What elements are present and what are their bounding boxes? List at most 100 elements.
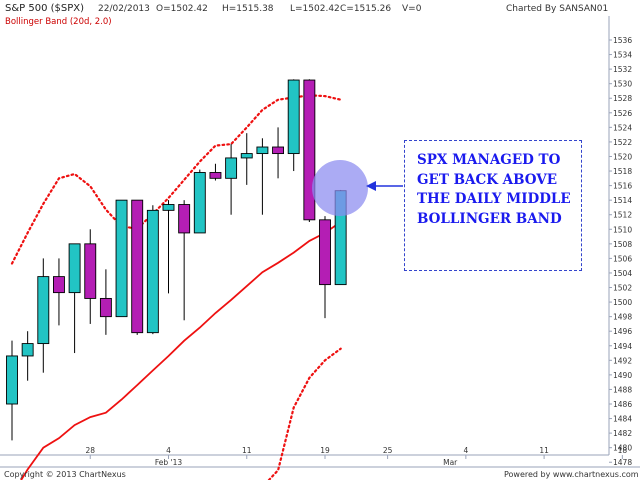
- bollinger-middle-line: [20, 221, 342, 480]
- copyright-label: Copyright © 2013 ChartNexus: [4, 470, 126, 479]
- bollinger-bands: [10, 94, 342, 480]
- y-tick-label: 1506: [613, 254, 632, 263]
- close-readout: C=1515.26: [340, 4, 391, 14]
- y-tick-label: 1534: [613, 51, 632, 60]
- candle: [37, 258, 50, 373]
- candle-body-up: [68, 243, 81, 294]
- candlesticks: [6, 79, 347, 441]
- y-tick-label: 1490: [613, 371, 632, 380]
- arrow-head-icon: [366, 181, 376, 191]
- candle: [84, 229, 97, 324]
- y-tick-label: 1536: [613, 36, 632, 45]
- candle: [256, 138, 269, 215]
- candle-body-up: [21, 343, 34, 357]
- y-tick-label: 1508: [613, 240, 632, 249]
- x-tick-label: 4: [166, 446, 171, 455]
- annotation-line-1: SPX MANAGED TO: [417, 152, 561, 168]
- candle-body-down: [131, 199, 144, 334]
- y-tick-label: 1518: [613, 167, 632, 176]
- powered-by-label: Powered by www.chartnexus.com: [504, 470, 639, 479]
- bollinger-lower-line: [267, 347, 342, 480]
- candle-body-down: [319, 219, 331, 286]
- y-tick-label: 1480: [613, 444, 632, 453]
- annotation-box: SPX MANAGED TO GET BACK ABOVE THE DAILY …: [404, 140, 582, 271]
- candle-body-up: [256, 146, 269, 155]
- candle: [21, 331, 34, 381]
- candle-body-up: [225, 157, 238, 179]
- candle-body-up: [287, 79, 300, 155]
- low-readout: L=1502.42: [290, 4, 340, 14]
- candle: [131, 199, 144, 335]
- y-tick-label: 1498: [613, 313, 632, 322]
- candle-body-up: [162, 204, 175, 211]
- bollinger-upper-line: [10, 94, 342, 265]
- y-tick-label: 1492: [613, 356, 632, 365]
- candle: [162, 200, 175, 294]
- candle-body-down: [272, 146, 284, 155]
- candle: [272, 127, 284, 179]
- candle-body-down: [178, 204, 191, 234]
- y-axis: 1478 1480 1482 1484 1486 1488 1490 1492 1494 1496…: [609, 36, 632, 467]
- highlight-circle: [312, 160, 368, 216]
- candle-body-down: [303, 79, 316, 221]
- indicator-label: Bollinger Band (20d, 2.0): [5, 17, 112, 27]
- date-readout: 22/02/2013: [98, 4, 150, 14]
- candle-body-up: [115, 199, 128, 318]
- y-tick-label: 1502: [613, 284, 632, 293]
- y-tick-label: 1488: [613, 385, 632, 394]
- high-readout: H=1515.38: [222, 4, 274, 14]
- candle: [53, 258, 65, 326]
- y-tick-label: 1512: [613, 211, 632, 220]
- y-tick-label: 1528: [613, 94, 632, 103]
- y-tick-label: 1522: [613, 138, 632, 147]
- x-tick-label: 19: [320, 446, 330, 455]
- candle-body-down: [209, 172, 222, 179]
- candle: [209, 163, 222, 181]
- x-month-label: Mar: [443, 458, 458, 467]
- x-tick-label: 4: [463, 446, 468, 455]
- candle: [99, 269, 112, 335]
- y-tick-label: 1520: [613, 152, 632, 161]
- candle-body-down: [84, 243, 97, 299]
- annotation-line-3: THE DAILY MIDDLE: [417, 191, 571, 207]
- candle: [319, 216, 331, 319]
- candle: [146, 205, 159, 335]
- x-tick-label: 11: [539, 446, 549, 455]
- x-month-label: Feb '13: [155, 458, 182, 467]
- x-tick-label: 28: [85, 446, 95, 455]
- y-tick-label: 1516: [613, 182, 632, 191]
- candle-body-down: [53, 276, 65, 294]
- y-tick-label: 1532: [613, 65, 632, 74]
- candle-body-up: [146, 209, 159, 334]
- y-tick-label: 1486: [613, 400, 632, 409]
- candle: [240, 133, 253, 185]
- y-tick-label: 1530: [613, 80, 632, 89]
- y-tick-label: 1494: [613, 342, 632, 351]
- charted-by-label: Charted By SANSAN01: [506, 4, 608, 14]
- x-tick-label: 11: [242, 446, 252, 455]
- candle: [178, 200, 191, 321]
- open-readout: O=1502.42: [156, 4, 208, 14]
- y-tick-label: 1484: [613, 415, 632, 424]
- y-tick-label: 1482: [613, 429, 632, 438]
- x-tick-label: 25: [383, 446, 393, 455]
- y-tick-label: 1510: [613, 225, 632, 234]
- y-tick-label: 1478: [613, 458, 632, 467]
- y-tick-label: 1526: [613, 109, 632, 118]
- candle-body-down: [99, 297, 112, 318]
- y-tick-label: 1496: [613, 327, 632, 336]
- candle-body-up: [193, 172, 206, 234]
- annotation-line-2: GET BACK ABOVE: [417, 171, 558, 188]
- candle: [225, 144, 238, 215]
- annotation-line-4: BOLLINGER BAND: [417, 210, 562, 227]
- x-axis: 28 4 11 19 25 4 11 18 Feb '13 Mar: [85, 446, 627, 467]
- y-tick-label: 1524: [613, 123, 632, 132]
- candle: [115, 199, 128, 318]
- candle-body-up: [240, 153, 253, 159]
- candle-body-up: [37, 276, 50, 345]
- candle: [6, 340, 18, 441]
- candle-body-up: [6, 355, 18, 405]
- volume-readout: V=0: [402, 4, 422, 14]
- y-tick-label: 1514: [613, 196, 632, 205]
